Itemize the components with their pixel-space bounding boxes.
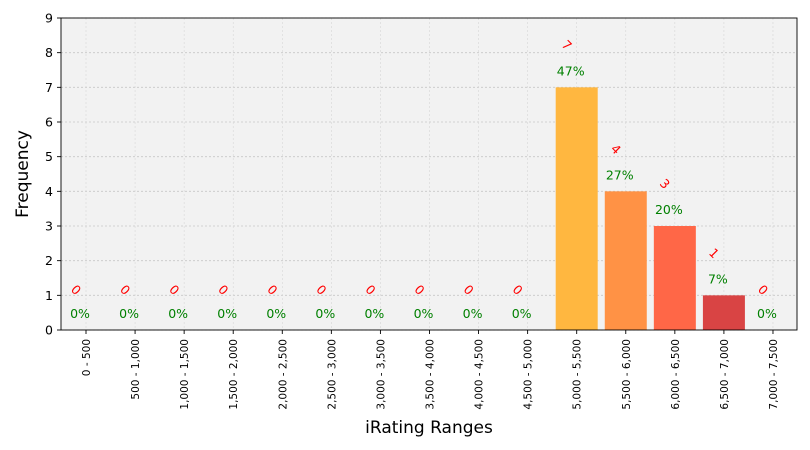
percent-label: 0% — [168, 306, 188, 321]
x-tick-label: 7,000 - 7,500 — [768, 339, 780, 410]
y-tick-label: 3 — [45, 219, 53, 234]
bar — [604, 191, 647, 330]
percent-label: 7% — [708, 271, 728, 286]
percent-label: 0% — [315, 306, 335, 321]
y-tick-label: 4 — [45, 184, 53, 199]
percent-label: 47% — [557, 63, 585, 78]
percent-label: 0% — [70, 306, 90, 321]
x-tick-label: 1,500 - 2,000 — [228, 339, 240, 410]
percent-label: 0% — [119, 306, 139, 321]
percent-label: 0% — [414, 306, 434, 321]
y-tick-label: 5 — [45, 149, 53, 164]
percent-label: 0% — [463, 306, 483, 321]
percent-label: 0% — [512, 306, 532, 321]
x-tick-label: 2,500 - 3,000 — [326, 339, 338, 410]
bars — [555, 87, 745, 330]
x-tick-label: 4,500 - 5,000 — [523, 339, 535, 410]
y-tick-label: 6 — [45, 115, 53, 130]
x-tick-label: 0 - 500 — [81, 339, 93, 376]
y-tick-label: 8 — [45, 45, 53, 60]
x-tick-label: 4,000 - 4,500 — [474, 339, 486, 410]
x-tick-label: 500 - 1,000 — [130, 339, 142, 400]
x-tick-label: 2,000 - 2,500 — [277, 339, 289, 410]
x-tick-label: 3,000 - 3,500 — [375, 339, 387, 410]
bar — [653, 226, 696, 330]
x-tick-label: 6,500 - 7,000 — [719, 339, 731, 410]
percent-label: 0% — [266, 306, 286, 321]
plot-frame — [60, 17, 798, 331]
y-tick-label: 0 — [45, 323, 53, 338]
y-tick-label: 2 — [45, 253, 53, 268]
y-axis-title: Frequency — [13, 130, 33, 218]
x-tick-label: 6,000 - 6,500 — [670, 339, 682, 410]
x-axis-title: iRating Ranges — [365, 418, 493, 438]
y-tick-label: 7 — [45, 80, 53, 95]
x-tick-label: 3,500 - 4,000 — [424, 339, 436, 410]
x-tick-label: 5,000 - 5,500 — [572, 339, 584, 410]
bar — [555, 87, 598, 330]
percent-label: 20% — [655, 202, 683, 217]
y-tick-label: 1 — [45, 288, 53, 303]
percent-label: 27% — [606, 167, 634, 182]
x-tick-label: 1,000 - 1,500 — [179, 339, 191, 410]
x-tick-label: 5,500 - 6,000 — [621, 339, 633, 410]
axes: 0 1 2 3 4 5 6 7 8 9 0 - 500 500 - 1,000 1,000 - 1,50… — [45, 11, 798, 410]
bar — [702, 295, 745, 330]
percent-label: 0% — [364, 306, 384, 321]
percent-label: 0% — [217, 306, 237, 321]
y-tick-label: 9 — [45, 11, 53, 26]
percent-label: 0% — [757, 306, 777, 321]
